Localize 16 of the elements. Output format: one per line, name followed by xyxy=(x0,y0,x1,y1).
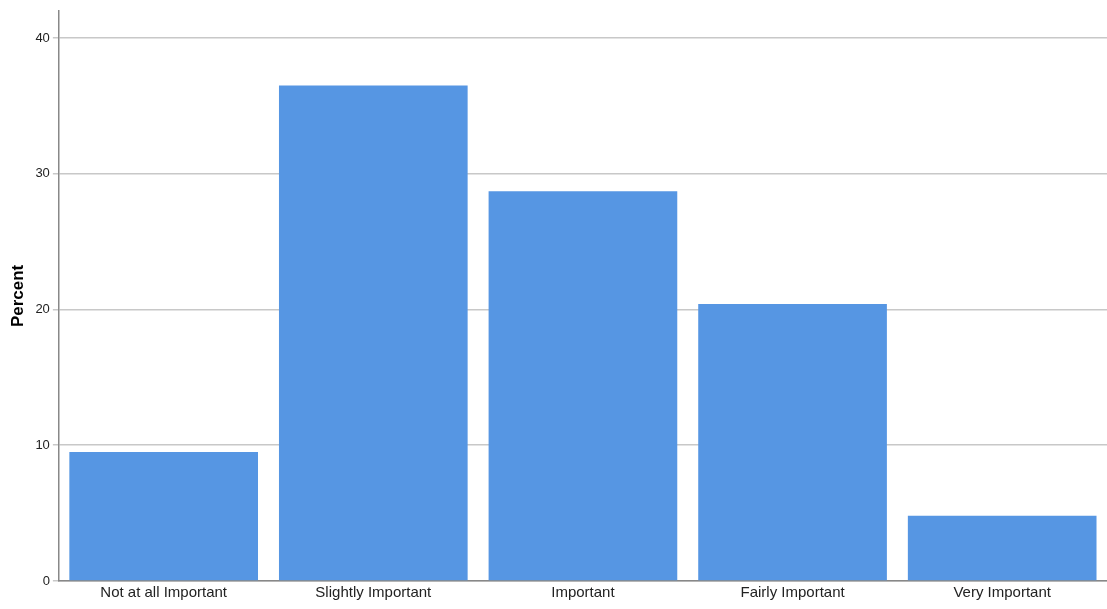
bar xyxy=(907,515,1097,581)
y-axis-title: Percent xyxy=(7,264,27,328)
x-tick-label: Fairly Important xyxy=(740,583,846,601)
y-tick-label: 0 xyxy=(42,572,50,588)
bar xyxy=(698,304,887,581)
x-tick-label: Important xyxy=(551,583,616,601)
y-tick-label: 30 xyxy=(35,165,50,181)
bar xyxy=(69,452,259,581)
x-tick-label: Very Important xyxy=(953,583,1052,601)
y-tick-label: 20 xyxy=(35,301,50,317)
x-tick-label: Slightly Important xyxy=(315,583,433,601)
bar xyxy=(488,191,678,581)
y-tick-label: 40 xyxy=(35,29,50,45)
x-tick-label: Not at all Important xyxy=(100,583,228,601)
y-tick-label: 10 xyxy=(35,436,50,452)
bar xyxy=(278,85,468,581)
